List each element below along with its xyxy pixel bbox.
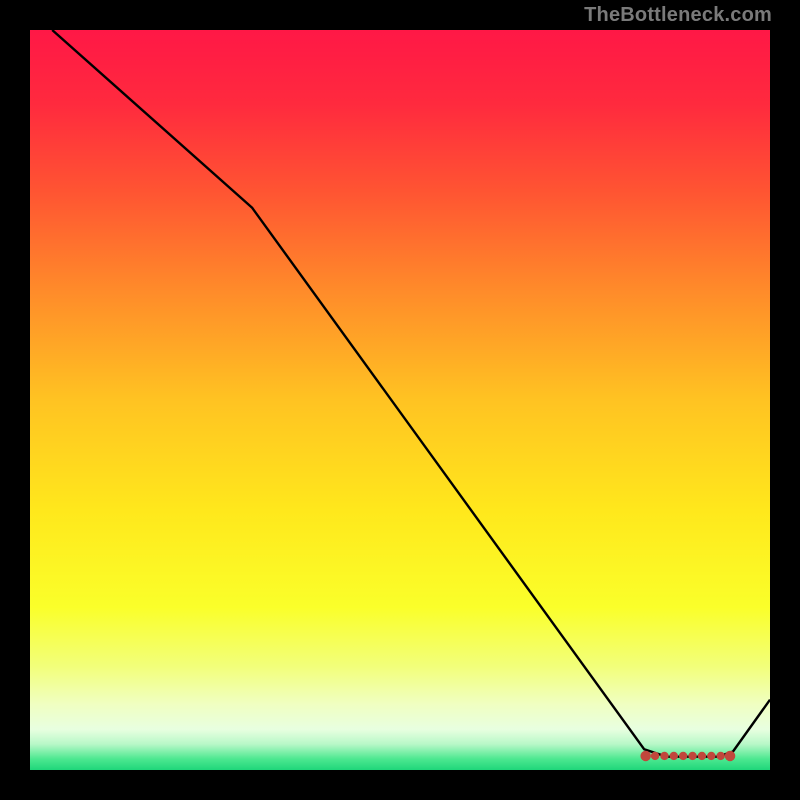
optimum-marker <box>707 752 715 760</box>
optimum-marker <box>670 752 678 760</box>
plot-background <box>30 30 770 770</box>
optimum-marker <box>725 751 736 762</box>
optimum-marker <box>688 752 696 760</box>
optimum-marker <box>716 752 724 760</box>
optimum-marker <box>651 752 659 760</box>
optimum-marker <box>640 751 651 762</box>
optimum-marker <box>679 752 687 760</box>
bottleneck-chart <box>0 0 800 800</box>
optimum-marker <box>660 752 668 760</box>
optimum-marker <box>698 752 706 760</box>
